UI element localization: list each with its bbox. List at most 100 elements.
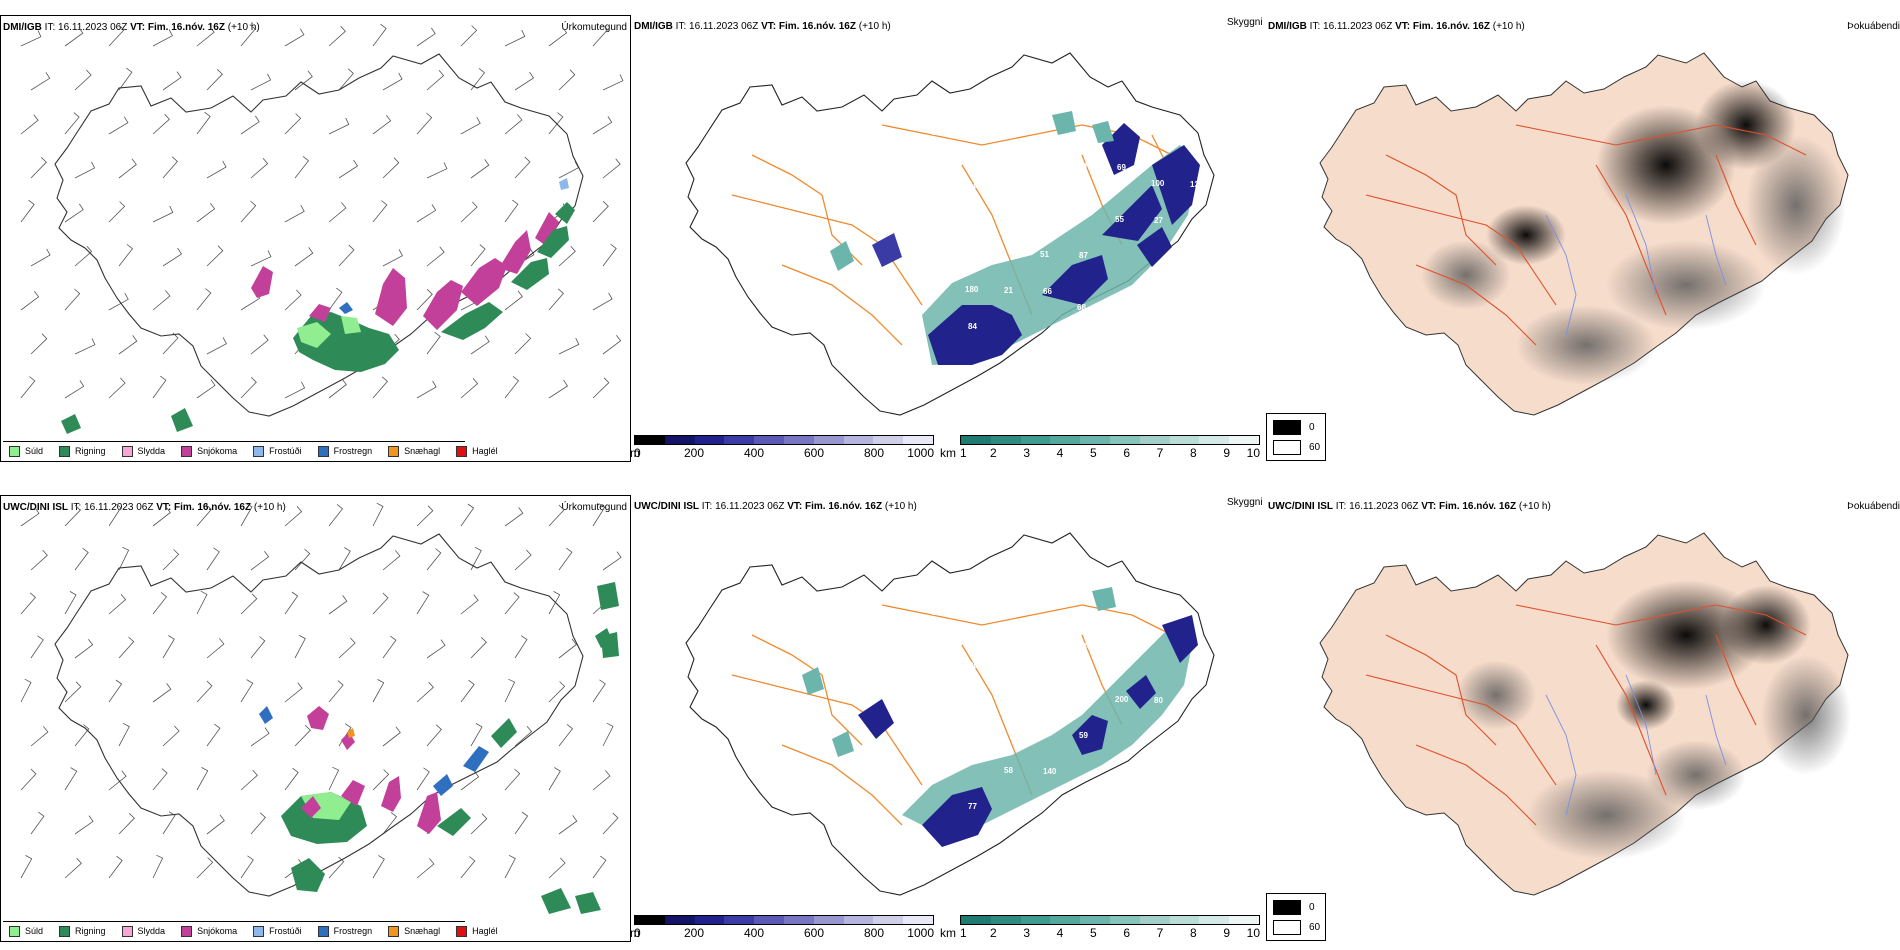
- wind-barb: [20, 114, 39, 135]
- wind-barb: [328, 25, 346, 47]
- wind-barb: [426, 548, 442, 571]
- scale-cell: [664, 916, 695, 924]
- wind-barb: [382, 635, 397, 659]
- scale-cell: [990, 916, 1021, 924]
- wind-barb: [240, 24, 256, 47]
- precip-legend-item: Haglél: [456, 925, 498, 937]
- scale-label: 3: [1023, 446, 1030, 460]
- precip-legend-label: Haglél: [472, 446, 498, 456]
- panel-header: DMI/IGB IT: 16.11.2023 06Z VT: Fim. 16.n…: [1268, 21, 1525, 32]
- wind-barb: [460, 770, 480, 791]
- iceland-outline: [54, 533, 584, 897]
- scale-cell: [1050, 916, 1081, 924]
- it-label: IT:: [44, 22, 56, 33]
- precip-legend-label: Snjókoma: [197, 926, 238, 936]
- visibility-value: 92: [1191, 749, 1200, 758]
- visibility-value: 69: [1117, 163, 1126, 172]
- visibility-title: Skyggni: [1227, 17, 1263, 28]
- wind-barb: [284, 591, 299, 615]
- wind-barb: [152, 290, 171, 311]
- wind-barb: [416, 858, 435, 879]
- scale-km-labels: 1 2 3 4 5 6 7 8 9 10: [960, 925, 1260, 940]
- scale-m-bar: [634, 915, 934, 925]
- wind-barb: [460, 201, 478, 223]
- vt-value: Fim. 16.nóv. 16Z: [1412, 21, 1490, 32]
- precip-legend-label: Slydda: [137, 446, 166, 456]
- precip-legend-label: Snjókoma: [197, 446, 238, 456]
- scale-cell: [961, 916, 991, 924]
- visibility-value: 165: [967, 713, 981, 722]
- model-name: UWC/DINI ISL: [3, 502, 68, 513]
- wind-barb: [206, 69, 223, 91]
- scale-label: 9: [1223, 446, 1230, 460]
- wind-barb: [338, 159, 359, 179]
- wind-barb: [514, 549, 532, 571]
- wind-barb: [592, 679, 606, 703]
- wind-barb: [64, 27, 84, 47]
- visibility-value: 152: [1006, 714, 1020, 723]
- scale-label: 5: [1089, 926, 1097, 940]
- scale-label: 8: [1189, 446, 1197, 460]
- visibility-value: 42: [967, 233, 976, 242]
- scale-cell: [1229, 916, 1259, 924]
- visibility-value: 140: [1043, 767, 1057, 776]
- model-name: UWC/DINI ISL: [634, 501, 699, 512]
- scale-cell: [783, 916, 814, 924]
- wind-barb: [108, 116, 129, 135]
- wind-barb: [162, 71, 182, 91]
- vt-value: Fim. 16.nóv. 16Z: [147, 22, 225, 33]
- scale-cell: [754, 436, 784, 444]
- cloud-title: Þokuábendi: [1847, 21, 1900, 32]
- wind-barb: [206, 723, 221, 747]
- wind-barb: [64, 380, 85, 399]
- lead-time: (+10 h): [253, 502, 286, 513]
- wind-barb: [382, 157, 400, 179]
- visibility-map-bottom: 188 90 152 140 10 85 80 92 77 54 46 59 42 48 33 165 58 11…: [685, 532, 1215, 896]
- lead-time: (+10 h): [1518, 501, 1551, 512]
- wind-barb: [206, 245, 224, 267]
- visibility-value: 50: [1191, 269, 1200, 278]
- wind-barb: [382, 812, 398, 835]
- visibility-value: 188: [932, 608, 946, 617]
- scale-label: 400: [743, 926, 765, 940]
- wind-barbs: [20, 23, 624, 399]
- scale-m-bar: [634, 435, 934, 445]
- scale-cell: [1109, 916, 1140, 924]
- cloud-legend-label: 60: [1309, 922, 1321, 933]
- wind-barb: [196, 590, 208, 615]
- scale-label: 7: [1156, 446, 1164, 460]
- wind-barb: [504, 114, 523, 135]
- wind-barb: [196, 288, 212, 311]
- visibility-value: 51: [1080, 340, 1089, 349]
- wind-barb: [338, 547, 351, 571]
- precip-legend-swatch: [317, 925, 329, 937]
- scale-label: 4: [1056, 446, 1064, 460]
- scale-label: 2: [989, 926, 997, 940]
- wind-barb: [372, 592, 389, 615]
- precip-legend-swatch: [456, 925, 468, 937]
- wind-barb: [294, 247, 314, 267]
- wind-barb: [206, 337, 227, 355]
- wind-barb: [338, 68, 354, 91]
- precip-legend-swatch: [317, 445, 329, 457]
- wind-barb: [250, 334, 269, 355]
- wind-barb: [504, 507, 524, 527]
- visibility-value: 58: [1004, 766, 1013, 775]
- unit-m: m: [630, 446, 640, 460]
- scale-cell: [873, 436, 904, 444]
- vt-value: Fim. 16.nóv. 16Z: [778, 21, 856, 32]
- visibility-values: 188 90 152 140 10 85 80 92 77 54 46 59 42 48 33 165 58 11…: [932, 608, 1200, 846]
- wind-barb: [240, 593, 258, 615]
- wind-barb: [118, 546, 130, 571]
- wind-barb: [20, 855, 33, 879]
- scale-cell: [694, 916, 725, 924]
- scale-label: 6: [1123, 446, 1130, 460]
- wind-barb: [460, 378, 479, 399]
- wind-barb: [328, 504, 344, 527]
- visibility-value: 112: [932, 128, 945, 137]
- visibility-value: 77: [968, 802, 977, 811]
- wind-barb: [382, 550, 401, 571]
- cloud-legend-row: 60: [1273, 440, 1320, 455]
- visibility-value: 46: [1042, 678, 1051, 687]
- wind-barb: [328, 856, 345, 879]
